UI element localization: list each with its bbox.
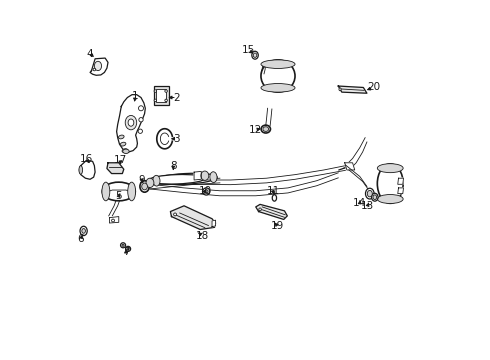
Ellipse shape [261, 125, 270, 133]
Polygon shape [194, 171, 201, 180]
Ellipse shape [203, 188, 210, 195]
Ellipse shape [140, 181, 149, 192]
Text: 5: 5 [116, 191, 122, 201]
Ellipse shape [339, 88, 341, 91]
Ellipse shape [102, 182, 135, 201]
Ellipse shape [119, 135, 124, 139]
Ellipse shape [102, 182, 110, 201]
Ellipse shape [210, 172, 217, 183]
Ellipse shape [263, 127, 269, 131]
Text: 6: 6 [77, 234, 84, 244]
Ellipse shape [165, 90, 168, 92]
Text: 18: 18 [196, 231, 209, 240]
Ellipse shape [377, 194, 403, 203]
Text: 9: 9 [138, 175, 145, 185]
Polygon shape [398, 178, 403, 184]
Text: 19: 19 [270, 221, 284, 231]
Ellipse shape [120, 142, 126, 146]
Ellipse shape [201, 171, 209, 180]
Ellipse shape [121, 243, 125, 248]
Ellipse shape [122, 244, 124, 246]
Text: 2: 2 [173, 93, 180, 103]
Ellipse shape [139, 106, 144, 111]
Ellipse shape [95, 61, 101, 71]
Text: 1: 1 [132, 91, 139, 101]
Text: 10: 10 [199, 186, 212, 197]
Ellipse shape [377, 164, 403, 173]
Polygon shape [171, 206, 216, 229]
Ellipse shape [80, 226, 87, 235]
Ellipse shape [146, 178, 154, 188]
Ellipse shape [153, 175, 160, 186]
Bar [156, 89, 166, 102]
Ellipse shape [272, 195, 276, 201]
Ellipse shape [127, 248, 129, 250]
Ellipse shape [142, 183, 147, 190]
Ellipse shape [128, 182, 136, 201]
Ellipse shape [368, 190, 372, 197]
Polygon shape [398, 188, 403, 194]
Ellipse shape [261, 60, 295, 68]
Ellipse shape [173, 213, 176, 216]
Ellipse shape [82, 229, 85, 233]
Ellipse shape [165, 99, 168, 102]
Polygon shape [90, 58, 108, 75]
Ellipse shape [153, 173, 217, 185]
Text: 7: 7 [122, 247, 129, 257]
Text: 20: 20 [367, 82, 380, 93]
Polygon shape [212, 220, 216, 226]
Polygon shape [109, 217, 119, 223]
Ellipse shape [261, 84, 295, 92]
Bar [153, 86, 169, 105]
Ellipse shape [377, 164, 403, 203]
Ellipse shape [122, 149, 128, 153]
Ellipse shape [128, 119, 134, 126]
Ellipse shape [154, 90, 157, 92]
Ellipse shape [139, 118, 143, 122]
Text: 11: 11 [267, 186, 280, 197]
Ellipse shape [253, 53, 257, 57]
Polygon shape [79, 160, 95, 179]
Text: 16: 16 [80, 154, 93, 164]
Ellipse shape [148, 175, 205, 184]
Ellipse shape [125, 116, 137, 130]
Ellipse shape [79, 166, 82, 174]
Text: 12: 12 [249, 125, 262, 135]
Polygon shape [344, 163, 355, 170]
Ellipse shape [259, 208, 261, 211]
Text: 8: 8 [170, 161, 176, 171]
Text: 13: 13 [361, 201, 374, 211]
Polygon shape [107, 163, 124, 174]
Ellipse shape [125, 246, 131, 251]
Ellipse shape [112, 219, 115, 222]
Ellipse shape [122, 149, 129, 153]
Ellipse shape [204, 190, 208, 193]
Ellipse shape [154, 99, 157, 102]
Ellipse shape [252, 51, 258, 59]
Text: 3: 3 [173, 134, 180, 144]
Ellipse shape [138, 129, 143, 134]
Ellipse shape [371, 193, 378, 201]
Ellipse shape [93, 68, 96, 71]
Ellipse shape [366, 188, 374, 199]
Text: 14: 14 [353, 198, 367, 208]
Ellipse shape [261, 60, 295, 92]
Text: 4: 4 [87, 49, 94, 59]
Text: 15: 15 [242, 45, 255, 55]
Ellipse shape [373, 195, 377, 199]
Polygon shape [117, 95, 146, 152]
Polygon shape [338, 86, 367, 93]
Text: 17: 17 [114, 155, 127, 165]
Polygon shape [256, 204, 287, 220]
